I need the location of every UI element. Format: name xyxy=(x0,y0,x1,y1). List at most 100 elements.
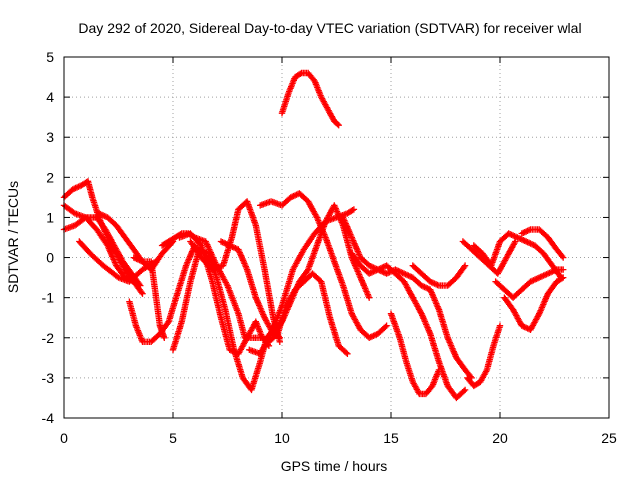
data-point-interp xyxy=(461,263,468,271)
x-tick-label: 15 xyxy=(383,430,399,446)
x-tick-label: 5 xyxy=(169,430,177,446)
data-point-interp xyxy=(558,253,566,260)
data-point-interp xyxy=(232,245,239,252)
y-axis-label: SDTVAR / TECUs xyxy=(5,181,21,293)
data-point xyxy=(560,254,567,261)
data-point xyxy=(496,322,504,329)
data-point xyxy=(217,238,225,245)
data-point-interp xyxy=(558,275,566,282)
data-point-interp xyxy=(379,264,386,271)
x-tick-label: 10 xyxy=(274,430,290,446)
series-track-3 xyxy=(60,214,144,289)
x-tick-label: 0 xyxy=(60,430,68,446)
data-point-interp xyxy=(297,70,304,77)
data-point-interp xyxy=(101,212,108,220)
data-point-interp xyxy=(531,276,539,283)
data-point-interp xyxy=(81,215,88,222)
data-point-interp xyxy=(373,267,380,274)
series-track-20 xyxy=(409,262,469,289)
data-point xyxy=(276,338,283,345)
data-point-interp xyxy=(291,192,299,199)
data-point xyxy=(344,350,351,357)
series-track-14 xyxy=(265,270,351,357)
data-point-interp xyxy=(528,241,536,248)
data-point xyxy=(335,122,342,129)
data-point xyxy=(560,274,567,281)
data-point-interp xyxy=(229,347,236,355)
data-point-interp xyxy=(512,233,520,240)
data-point-interp xyxy=(520,323,527,330)
data-point xyxy=(461,386,469,394)
data-point-interp xyxy=(382,323,389,331)
y-tick-label: 1 xyxy=(46,209,54,225)
data-point xyxy=(137,282,144,289)
y-tick-label: 5 xyxy=(46,49,54,65)
chart-title: Day 292 of 2020, Sidereal Day-to-day VTE… xyxy=(78,20,581,36)
x-tick-label: 20 xyxy=(492,430,508,446)
data-point-interp xyxy=(223,241,230,248)
data-point xyxy=(161,334,168,341)
data-layer xyxy=(60,69,567,402)
data-point-interp xyxy=(370,268,377,275)
data-point-interp xyxy=(136,257,143,264)
series-track-21 xyxy=(464,322,504,390)
data-point xyxy=(435,366,443,374)
series-track-11 xyxy=(187,198,283,345)
y-tick-label: -3 xyxy=(42,370,55,386)
series-track-10 xyxy=(176,230,273,357)
data-point xyxy=(226,346,233,353)
data-point xyxy=(523,238,530,245)
data-point xyxy=(95,210,103,217)
series-track-19 xyxy=(387,310,443,398)
data-point xyxy=(139,290,146,297)
y-tick-label: 4 xyxy=(46,89,54,105)
series-track-15 xyxy=(278,69,342,129)
data-point xyxy=(512,238,519,245)
series-track-13 xyxy=(257,190,390,341)
data-point xyxy=(383,322,390,329)
data-point-interp xyxy=(334,121,341,128)
plot-frame xyxy=(63,56,610,419)
data-point-interp xyxy=(71,185,78,192)
data-point-interp xyxy=(419,283,427,290)
data-point-interp xyxy=(367,333,374,341)
y-tick-label: 0 xyxy=(46,250,54,266)
series-track-26 xyxy=(459,238,519,277)
data-point-interp xyxy=(509,232,517,239)
data-point-interp xyxy=(136,281,143,288)
x-axis-label: GPS time / hours xyxy=(281,458,388,474)
series-track-7 xyxy=(130,254,168,341)
data-point-interp xyxy=(349,207,356,214)
series-track-25 xyxy=(492,266,567,301)
series-track-23 xyxy=(501,274,567,333)
data-point-interp xyxy=(428,279,435,286)
data-point-interp xyxy=(343,349,350,356)
data-point-interp xyxy=(370,332,377,339)
data-point-interp xyxy=(133,255,140,263)
data-point xyxy=(544,270,552,277)
ticks: 0 5 10 15 20 25 -4 -3 -2 -1 0 1 2 3 4 5 xyxy=(42,49,617,446)
data-point xyxy=(226,242,233,249)
x-tick-label: 25 xyxy=(601,430,617,446)
y-tick-label: -4 xyxy=(42,410,55,426)
data-point xyxy=(366,294,373,301)
data-point-interp xyxy=(403,271,411,279)
series-track-16 xyxy=(246,206,358,357)
data-point xyxy=(560,266,567,273)
data-point-interp xyxy=(523,228,530,235)
data-point-interp xyxy=(422,284,430,291)
y-tick-label: 2 xyxy=(46,169,54,185)
data-point-interp xyxy=(432,281,440,288)
data-point-interp xyxy=(460,387,468,395)
data-point xyxy=(350,206,358,213)
data-point-interp xyxy=(525,239,533,246)
data-point-interp xyxy=(367,263,374,270)
data-point-interp xyxy=(220,239,228,246)
data-point xyxy=(400,270,408,277)
series-track-22 xyxy=(470,230,565,281)
data-point-interp xyxy=(73,184,81,191)
data-point xyxy=(461,262,469,269)
y-tick-label: -1 xyxy=(42,290,55,306)
y-tick-label: 3 xyxy=(46,129,54,145)
